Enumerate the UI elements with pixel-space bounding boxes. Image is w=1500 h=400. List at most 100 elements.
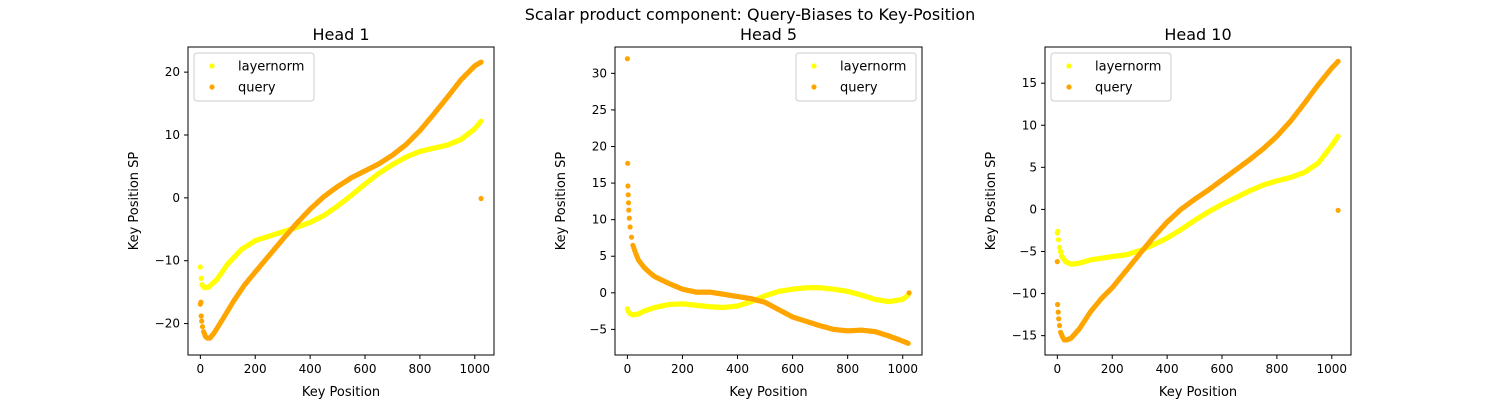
x-tick-label: 1000 <box>460 362 491 376</box>
data-point-query <box>1054 259 1060 265</box>
series-query <box>1054 58 1341 343</box>
data-point-layernorm <box>1057 248 1064 255</box>
y-axis-label: Key Position SP <box>127 152 142 251</box>
legend-box <box>193 52 315 102</box>
legend-box <box>795 52 917 102</box>
data-point-query <box>478 195 484 202</box>
x-tick-label: 0 <box>624 362 632 376</box>
subplot-title: Head 5 <box>740 25 797 44</box>
data-point-layernorm <box>198 275 204 281</box>
x-tick-label: 600 <box>781 362 804 376</box>
y-tick-label: −10 <box>155 254 180 268</box>
data-point-query <box>628 234 635 240</box>
data-point-query <box>478 59 484 65</box>
series-query <box>197 59 484 341</box>
series-layernorm <box>197 118 484 291</box>
subplot-2: Head 5 0 200 400 600 800 1000 −5 0 5 10 15 20 25 30 Key… <box>554 25 923 400</box>
x-axis-label: Key Position <box>729 385 807 400</box>
legend-marker-layernorm <box>209 63 215 69</box>
x-tick-label: 400 <box>726 362 749 376</box>
y-tick-label: 5 <box>599 249 607 263</box>
x-tick-label: 800 <box>408 362 431 376</box>
x-tick-label: 1000 <box>1317 362 1348 376</box>
legend-marker-query <box>1066 84 1072 90</box>
plot-area <box>624 56 912 346</box>
data-point-query <box>1055 301 1061 308</box>
legend-box <box>1050 52 1172 102</box>
x-tick-label: 800 <box>836 362 859 376</box>
data-point-layernorm <box>478 118 484 124</box>
y-tick-label: 25 <box>592 103 607 117</box>
plot-area <box>197 59 484 341</box>
x-tick-label: 400 <box>1156 362 1179 376</box>
data-point-layernorm <box>1056 244 1063 250</box>
y-tick-label: −20 <box>155 317 180 331</box>
legend-label-query: query <box>238 81 276 96</box>
data-point-layernorm <box>197 264 203 270</box>
data-point-query <box>906 290 912 296</box>
data-point-query <box>625 192 631 198</box>
legend: layernorm query <box>193 52 315 102</box>
x-tick-label: 200 <box>671 362 694 376</box>
data-point-query <box>905 340 911 346</box>
x-tick-label: 800 <box>1265 362 1288 376</box>
y-tick-label: −5 <box>1019 244 1037 258</box>
legend-marker-query <box>209 84 215 90</box>
axes-frame <box>187 46 495 356</box>
data-point-query <box>626 215 632 221</box>
series-query <box>624 56 912 346</box>
plot-area <box>1054 58 1341 343</box>
subplot-1: Head 1 0 200 400 600 800 1000 −20 −10 0 10 20 Key Po… <box>127 25 495 400</box>
y-tick-label: 20 <box>592 139 607 153</box>
y-tick-label: 10 <box>592 213 607 227</box>
y-tick-label: 0 <box>599 286 607 300</box>
subplot-3: Head 10 0 200 400 600 800 1000 −15 −10 −5 0 5 10 15 Ke… <box>984 25 1352 400</box>
legend: layernorm query <box>1050 52 1172 102</box>
x-tick-label: 600 <box>1211 362 1234 376</box>
x-axis-label: Key Position <box>1159 385 1237 400</box>
data-point-query <box>1335 58 1341 64</box>
x-tick-label: 200 <box>244 362 267 376</box>
y-tick-label: 30 <box>592 66 607 80</box>
y-tick-label: 20 <box>165 65 180 79</box>
subplot-title: Head 1 <box>312 25 369 44</box>
data-point-layernorm <box>1055 228 1061 234</box>
legend-label-query: query <box>840 81 878 96</box>
x-tick-label: 1000 <box>887 362 918 376</box>
y-tick-label: −15 <box>1012 329 1037 343</box>
data-point-query <box>1056 322 1063 329</box>
data-point-query <box>625 160 631 166</box>
subplot-title: Head 10 <box>1164 25 1231 44</box>
series-layernorm <box>1054 133 1341 267</box>
legend-label-layernorm: layernorm <box>1095 60 1161 75</box>
y-tick-label: 10 <box>1022 118 1037 132</box>
y-tick-label: 0 <box>1029 202 1037 216</box>
legend-marker-layernorm <box>811 63 817 69</box>
y-tick-label: 15 <box>592 176 607 190</box>
axes-frame <box>614 46 923 356</box>
y-tick-label: 10 <box>165 128 180 142</box>
y-axis-label: Key Position SP <box>554 152 569 251</box>
legend-label-query: query <box>1095 81 1133 96</box>
data-point-query <box>1056 316 1062 322</box>
data-point-query <box>198 299 204 305</box>
data-point-query <box>627 224 633 230</box>
data-point-layernorm <box>1335 133 1341 139</box>
legend-label-layernorm: layernorm <box>840 60 906 75</box>
data-point-query <box>624 56 631 62</box>
data-point-query <box>198 313 204 319</box>
data-point-query <box>1055 309 1061 315</box>
x-tick-label: 0 <box>1054 362 1062 376</box>
y-tick-label: 5 <box>1029 160 1037 174</box>
data-point-query <box>1335 207 1341 213</box>
x-tick-label: 400 <box>299 362 322 376</box>
x-axis-label: Key Position <box>302 385 380 400</box>
figure-title: Scalar product component: Query-Biases t… <box>524 5 976 24</box>
y-tick-label: 0 <box>172 191 180 205</box>
x-tick-label: 200 <box>1101 362 1124 376</box>
data-point-layernorm <box>1055 237 1061 243</box>
data-point-query <box>625 183 631 189</box>
y-tick-label: 15 <box>1022 76 1037 90</box>
